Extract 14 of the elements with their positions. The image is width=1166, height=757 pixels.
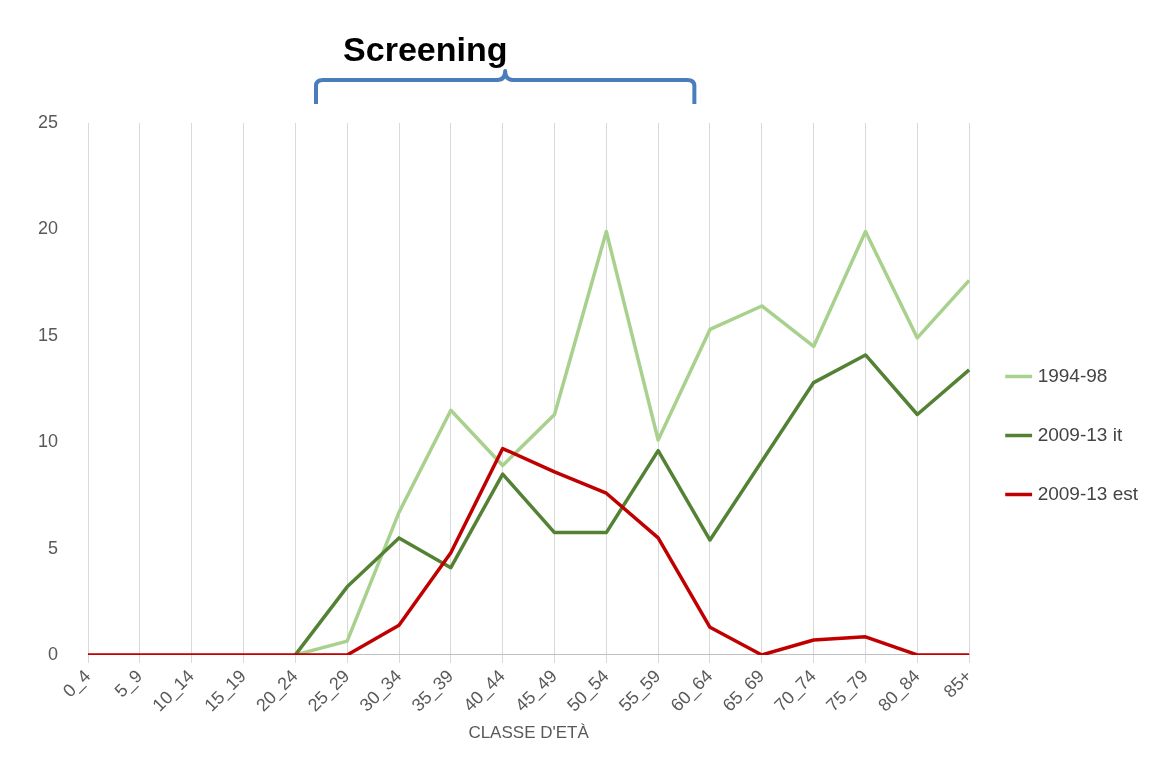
- x-tick-label: 5_9: [110, 665, 147, 702]
- text: Screening: [343, 30, 508, 68]
- y-tick-label: 5: [48, 537, 59, 558]
- legend-label: 2009-13 it: [1037, 423, 1123, 445]
- y-tick-label: 15: [37, 324, 59, 345]
- y-tick-label: 10: [37, 431, 59, 452]
- x-tick-label: 85+: [939, 665, 976, 702]
- x-axis-title: CLASSE D'ETÀ: [468, 723, 590, 743]
- legend-label: 1994-98: [1037, 364, 1108, 386]
- x-tick-label: 0_4: [58, 665, 96, 702]
- y-tick-label: 25: [37, 111, 59, 132]
- y-tick-label: 0: [48, 643, 59, 664]
- y-tick-label: 20: [37, 218, 59, 239]
- legend-label: 2009-13 est: [1037, 482, 1139, 504]
